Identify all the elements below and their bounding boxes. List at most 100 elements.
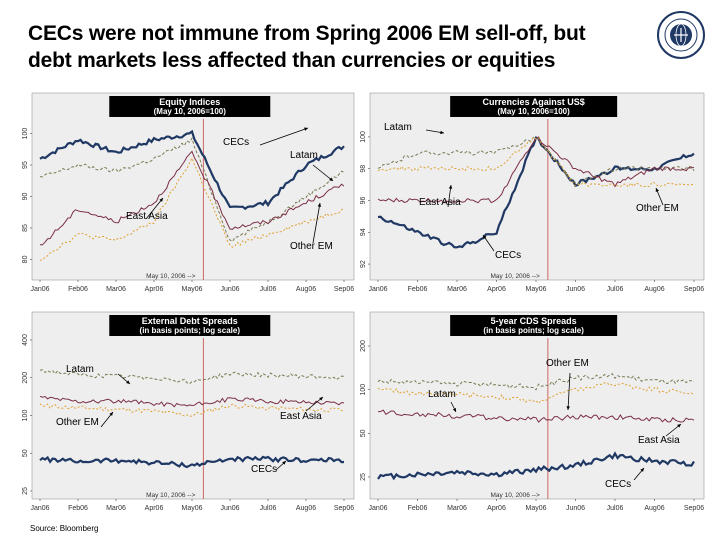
currencies-against-us-xtick-jul06: Jul06 [607,286,624,293]
external-debt-spreads-ytick-400: 400 [22,334,29,346]
equity-indices-chart: Equity Indices(May 10, 2006=100) 100 95 90 8… [22,92,355,293]
currencies-against-us-subtitle: (May 10, 2006=100) [498,107,571,116]
equity-indices-title: Equity Indices [159,97,220,107]
currencies-against-us-event-label: May 10, 2006 --> [491,273,541,280]
5-year-cds-spreads-event-label: May 10, 2006 --> [491,492,541,499]
currencies-against-us-ytick-92: 92 [360,260,367,268]
currencies-against-us-label-east-asia: East Asia [419,197,461,208]
equity-indices-xtick-may06: May06 [181,286,202,293]
external-debt-spreads-title-banner [109,315,271,336]
equity-indices-arrowhead-other-em [317,203,322,207]
external-debt-spreads-title: External Debt Spreads [142,316,238,326]
equity-indices-xtick-apr06: Apr06 [145,286,164,293]
5-year-cds-spreads-title-banner [450,315,618,336]
5-year-cds-spreads-xtick-jan06: Jan06 [368,505,387,512]
equity-indices-xtick-jun06: Jun06 [220,286,239,293]
currencies-against-us-xtick-sep06: Sep06 [684,286,704,293]
currencies-against-us-xtick-mar06: Mar06 [447,286,467,293]
equity-indices-arrow-cecs [259,127,309,146]
currencies-against-us-arrowhead-east-asia [448,185,453,189]
equity-indices-series-latam [39,137,345,243]
external-debt-spreads-xtick-sep06: Sep06 [334,505,354,512]
external-debt-spreads-series-latam [39,369,345,385]
external-debt-spreads-label-cecs: CECs [251,464,277,475]
5-year-cds-spreads-label-east-asia: East Asia [638,435,680,446]
currencies-against-us-ytick-96: 96 [360,196,367,204]
currencies-against-us-ytick-94: 94 [360,228,367,236]
5-year-cds-spreads-xtick-aug06: Aug06 [644,505,664,512]
external-debt-spreads-xtick-jul06: Jul06 [260,505,277,512]
5-year-cds-spreads-title: 5-year CDS Spreads [491,316,577,326]
5-year-cds-spreads-ytick-100: 100 [360,384,367,396]
external-debt-spreads-subtitle: (in basis points; log scale) [140,326,241,335]
currencies-against-us-title: Currencies Against US$ [483,97,585,107]
external-debt-spreads-label-east-asia: East Asia [280,411,322,422]
equity-indices-ytick-100: 100 [22,128,29,140]
5-year-cds-spreads-arrowhead-east-asia [677,424,681,428]
equity-indices-xtick-feb06: Feb06 [68,286,88,293]
currencies-against-us-label-cecs: CECs [495,250,521,261]
currencies-against-us-arrowhead-latam [440,130,444,135]
currencies-against-us-series-other-em [377,136,695,188]
external-debt-spreads-arrowhead-other-em [109,412,113,416]
equity-indices-label-other-em: Other EM [290,241,333,252]
equity-indices-label-east-asia: East Asia [126,211,168,222]
external-debt-spreads-xtick-aug06: Aug06 [296,505,316,512]
5-year-cds-spreads-arrowhead-cecs [640,468,644,472]
external-debt-spreads-xtick-apr06: Apr06 [145,505,164,512]
5-year-cds-spreads-xtick-mar06: Mar06 [447,505,467,512]
equity-indices-series-cecs [39,129,345,211]
currencies-against-us-xtick-may06: May06 [525,286,546,293]
external-debt-spreads-chart: External Debt Spreads(in basis points; l… [22,311,355,512]
imf-seal-logo [657,11,705,59]
external-debt-spreads-xtick-may06: May06 [181,505,202,512]
equity-indices-arrow-latam [312,164,334,182]
equity-indices-label-cecs: CECs [223,137,249,148]
5-year-cds-spreads-series-east-asia [377,409,695,423]
equity-indices-arrow-east-asia [145,197,164,220]
external-debt-spreads-series-cecs [39,455,345,469]
equity-indices-event-label: May 10, 2006 --> [146,273,196,280]
currencies-against-us-label-other-em: Other EM [636,203,679,214]
5-year-cds-spreads-series-latam [377,373,695,391]
5-year-cds-spreads-xtick-jul06: Jul06 [607,505,624,512]
equity-indices-xtick-jan06: Jan06 [30,286,49,293]
currencies-against-us-xtick-apr06: Apr06 [487,286,506,293]
equity-indices-ytick-95: 95 [22,161,29,169]
external-debt-spreads-ytick-100: 100 [22,410,29,422]
5-year-cds-spreads-xtick-feb06: Feb06 [408,505,428,512]
5-year-cds-spreads-label-cecs: CECs [605,479,631,490]
currencies-chart: Currencies Against US$(May 10, 2006=100)… [360,92,705,293]
equity-indices-arrowhead-east-asia [159,198,163,202]
5-year-cds-spreads-xtick-apr06: Apr06 [487,505,506,512]
currencies-against-us-xtick-jun06: Jun06 [566,286,585,293]
equity-indices-subtitle: (May 10, 2006=100) [154,107,227,116]
currencies-against-us-ytick-98: 98 [360,165,367,173]
currencies-against-us-arrow-east-asia [447,184,452,208]
currencies-against-us-xtick-jan06: Jan06 [368,286,387,293]
equity-indices-plot-area [31,92,355,281]
5-year-cds-spreads-series-cecs [377,451,695,481]
equity-indices-ytick-85: 85 [22,224,29,232]
currencies-against-us-arrowhead-cecs [483,235,487,239]
currencies-against-us-xtick-feb06: Feb06 [408,286,428,293]
source-note: Source: Bloomberg [30,524,99,533]
equity-indices-arrow-other-em [312,202,321,244]
external-debt-spreads-ytick-25: 25 [22,487,29,495]
5-year-cds-spreads-xtick-may06: May06 [525,505,546,512]
currencies-against-us-arrowhead-other-em [655,188,659,192]
currencies-against-us-xtick-aug06: Aug06 [644,286,664,293]
5-year-cds-spreads-subtitle: (in basis points; log scale) [483,326,584,335]
external-debt-spreads-ytick-200: 200 [22,372,29,384]
external-debt-spreads-xtick-feb06: Feb06 [68,505,88,512]
5-year-cds-spreads-arrowhead-latam [452,408,456,412]
external-debt-spreads-arrowhead-latam [126,380,130,384]
external-debt-spreads-xtick-mar06: Mar06 [106,505,126,512]
external-debt-spreads-event-label: May 10, 2006 --> [146,492,196,499]
5-year-cds-spreads-ytick-25: 25 [360,473,367,481]
external-debt-spreads-arrowhead-east-asia [319,397,323,401]
equity-indices-ytick-90: 90 [22,193,29,201]
external-debt-spreads-xtick-jan06: Jan06 [30,505,49,512]
5-year-cds-spreads-plot-area [369,311,705,500]
page-title: CECs were not immune from Spring 2006 EM… [28,20,648,74]
